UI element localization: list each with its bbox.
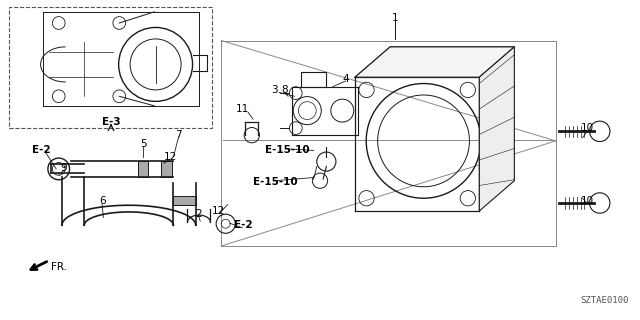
Text: 9: 9 [61, 163, 67, 173]
Text: 10: 10 [581, 123, 594, 133]
Text: 3: 3 [271, 85, 277, 95]
Text: 11: 11 [236, 104, 249, 114]
Text: 10: 10 [581, 196, 594, 206]
Text: 8: 8 [281, 85, 287, 95]
Text: 12: 12 [211, 206, 225, 216]
Bar [9, 7, 212, 128]
Text: SZTAE0100: SZTAE0100 [580, 296, 629, 305]
Bar [161, 161, 172, 177]
Text: 5: 5 [140, 139, 147, 149]
Bar [138, 161, 148, 177]
Text: 4: 4 [342, 74, 349, 84]
Text: E-15-10: E-15-10 [264, 146, 309, 156]
Text: 2: 2 [196, 209, 202, 219]
Text: 6: 6 [99, 196, 106, 206]
Text: FR.: FR. [51, 262, 67, 272]
Text: 12: 12 [164, 152, 177, 162]
Text: 7: 7 [175, 130, 182, 140]
Text: E-2: E-2 [31, 146, 50, 156]
Text: E-2: E-2 [234, 220, 253, 230]
Polygon shape [355, 47, 515, 77]
Text: E-3: E-3 [102, 117, 120, 127]
Polygon shape [479, 47, 515, 211]
Text: 1: 1 [392, 13, 399, 23]
Bar [173, 196, 196, 204]
Text: E-15-10: E-15-10 [253, 177, 298, 187]
